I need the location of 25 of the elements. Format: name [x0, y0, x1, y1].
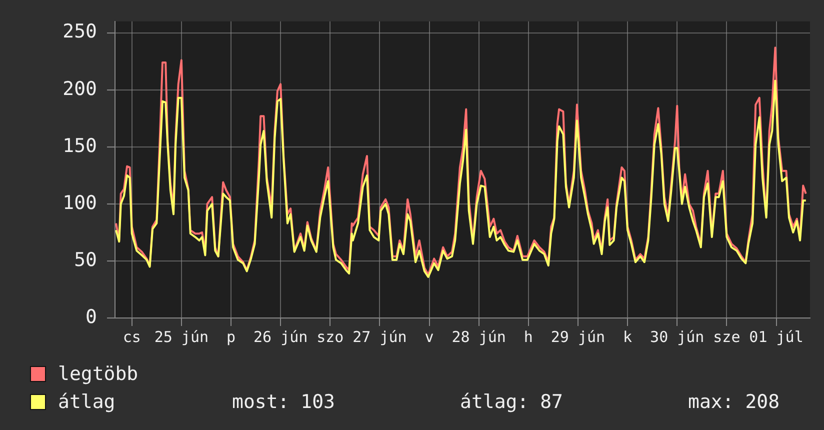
- y-tick-label: 0: [86, 306, 97, 328]
- x-tick-label: 26 jún: [253, 328, 308, 346]
- legend-label: legtöbb: [58, 362, 138, 387]
- x-tick-label: szo: [316, 328, 344, 346]
- x-tick-label: 25 jún: [154, 328, 209, 346]
- x-tick-label: cs: [122, 328, 141, 346]
- y-tick-label: 150: [62, 134, 97, 157]
- y-tick-label: 50: [74, 248, 97, 271]
- x-tick-label: p: [226, 328, 236, 346]
- x-tick-label: k: [623, 328, 632, 346]
- x-tick-label: 01 júl: [749, 328, 804, 346]
- x-tick-label: sze: [713, 328, 740, 346]
- y-tick-label: 200: [62, 78, 97, 100]
- legend-label: átlag: [58, 390, 116, 415]
- x-tick-label: 30 jún: [650, 328, 704, 346]
- y-tick-label: 250: [62, 20, 97, 43]
- text: max: 208: [688, 390, 780, 415]
- x-tick-label: 28 jún: [452, 328, 506, 346]
- x-tick-label: h: [524, 328, 533, 346]
- x-tick-label: 29 jún: [550, 328, 606, 346]
- text: most: 103: [232, 390, 336, 415]
- x-tick-label: 27 jún: [352, 328, 407, 346]
- x-tick-label: v: [424, 328, 434, 346]
- y-tick-label: 100: [62, 192, 97, 214]
- text: átlag: 87: [460, 390, 564, 415]
